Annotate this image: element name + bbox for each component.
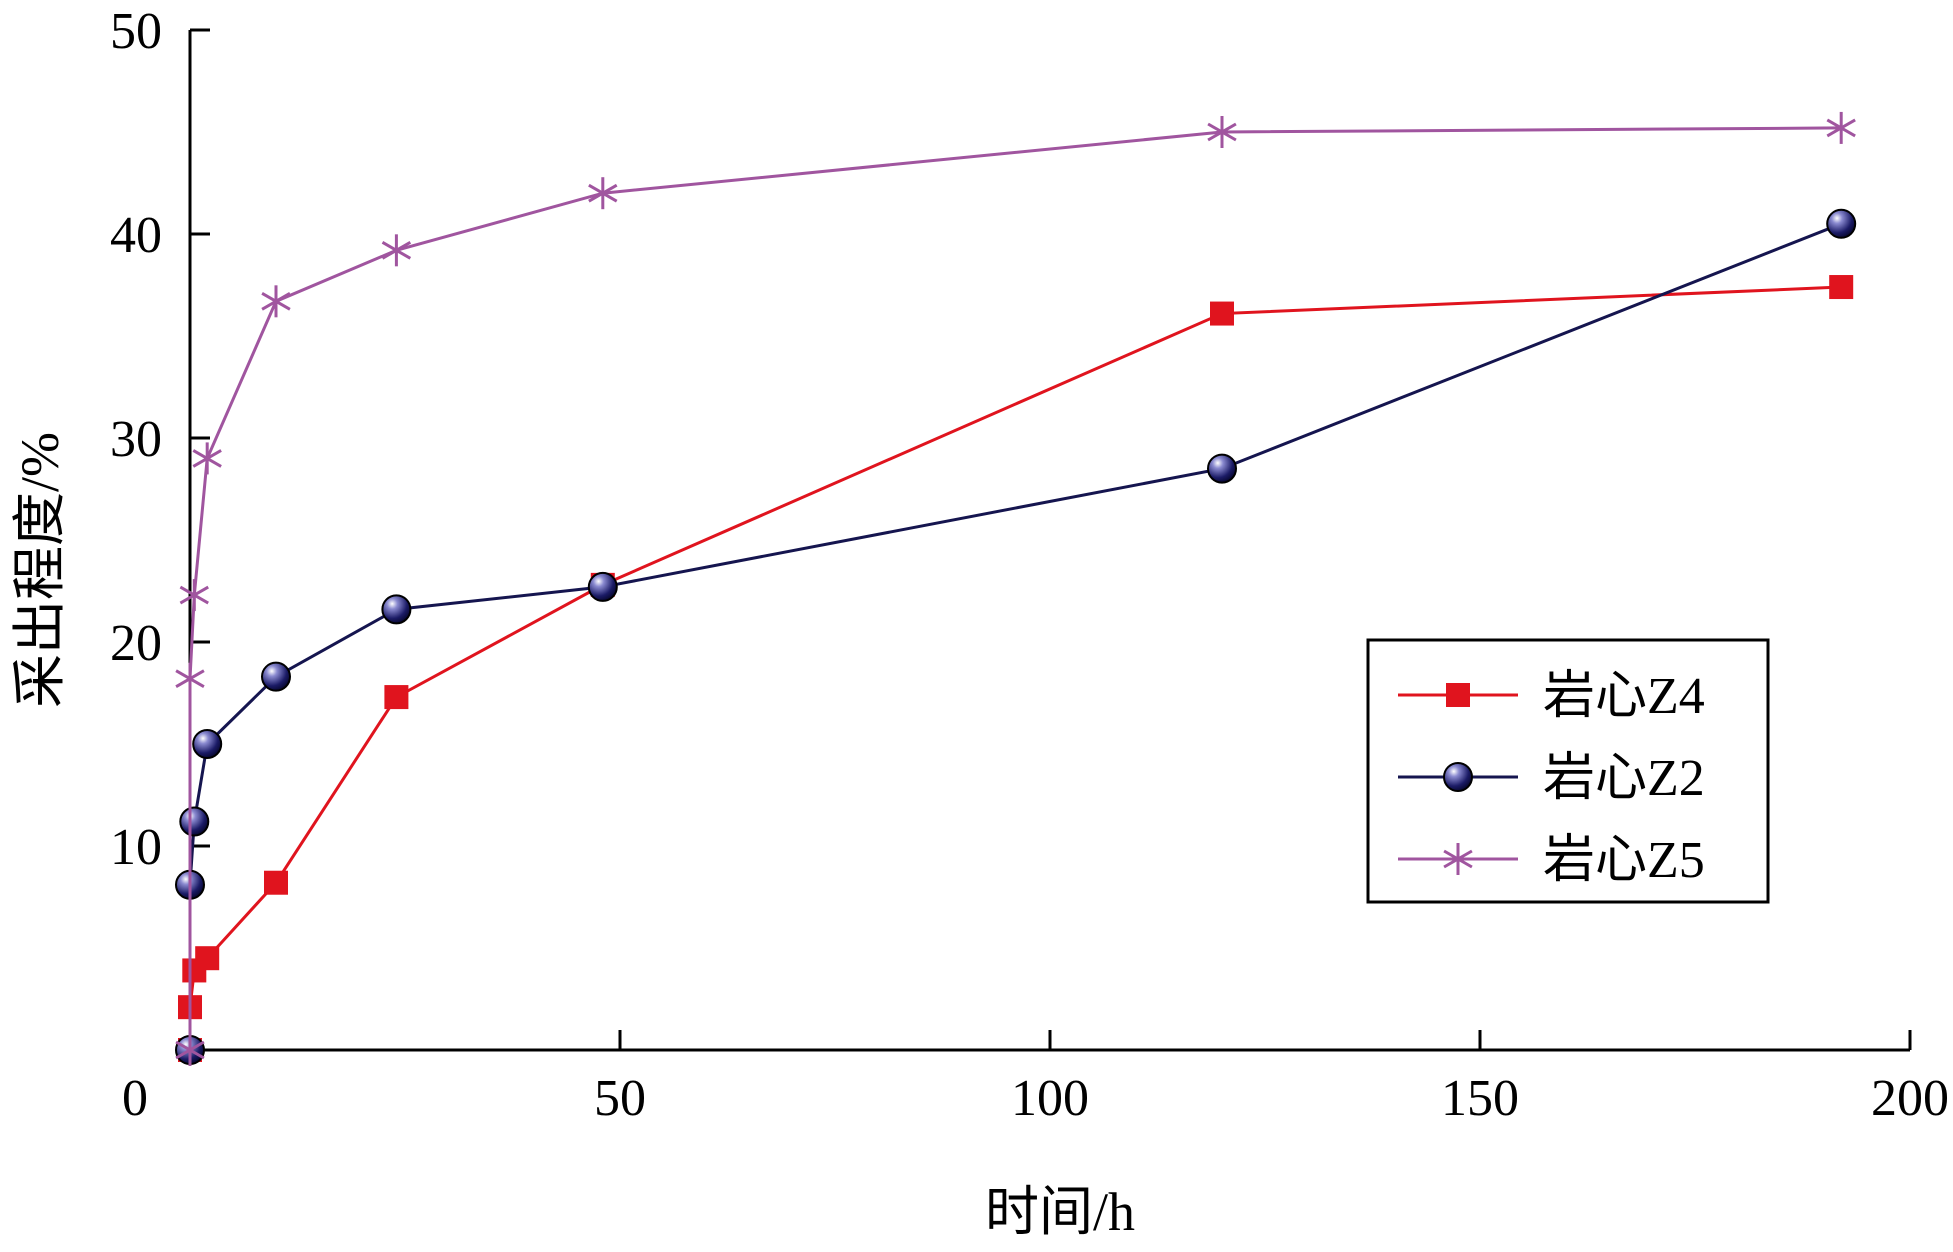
series-3 bbox=[175, 111, 1856, 1066]
x-axis-title: 时间/h bbox=[985, 1182, 1135, 1242]
legend-label: 岩心Z4 bbox=[1543, 668, 1705, 725]
series-line bbox=[188, 126, 1842, 1050]
data-point bbox=[261, 285, 291, 318]
data-point bbox=[175, 662, 205, 695]
series-line bbox=[188, 222, 1842, 1050]
data-point bbox=[1829, 275, 1854, 300]
data-point bbox=[1207, 453, 1237, 484]
x-tick-label: 200 bbox=[1871, 1070, 1949, 1127]
y-tick-label: 30 bbox=[110, 411, 162, 468]
legend-item-2: 岩心Z2 bbox=[1398, 750, 1705, 807]
data-point bbox=[588, 177, 618, 210]
x-tick-label: 150 bbox=[1441, 1070, 1519, 1127]
y-axis-title: 采出程度/% bbox=[10, 432, 70, 708]
data-point bbox=[264, 870, 288, 895]
data-point bbox=[587, 571, 618, 602]
data-point bbox=[1207, 116, 1237, 148]
x-tick-label: 0 bbox=[122, 1070, 148, 1127]
x-tick-label: 50 bbox=[594, 1070, 646, 1127]
legend-item-3: 岩心Z5 bbox=[1398, 832, 1705, 889]
data-point bbox=[1210, 301, 1234, 326]
legend-label: 岩心Z5 bbox=[1543, 832, 1705, 889]
legend-marker bbox=[1443, 762, 1473, 792]
data-point bbox=[381, 594, 412, 625]
legend-marker bbox=[1446, 683, 1470, 707]
data-point bbox=[179, 806, 210, 837]
legend-item-1: 岩心Z4 bbox=[1398, 668, 1705, 725]
data-point bbox=[384, 685, 409, 710]
data-point bbox=[192, 442, 222, 475]
y-tick-label: 20 bbox=[110, 615, 162, 672]
y-tick-label: 40 bbox=[110, 207, 162, 264]
data-point bbox=[175, 1034, 205, 1066]
legend-marker bbox=[1443, 843, 1473, 875]
data-point bbox=[381, 234, 412, 267]
legend-label: 岩心Z2 bbox=[1543, 750, 1705, 807]
x-tick-label: 100 bbox=[1011, 1070, 1089, 1127]
y-tick-label: 50 bbox=[110, 3, 162, 60]
series-2 bbox=[175, 208, 1857, 1065]
data-point bbox=[179, 579, 209, 612]
data-point bbox=[195, 946, 220, 971]
data-point bbox=[1826, 208, 1857, 239]
data-point bbox=[192, 729, 223, 759]
data-point bbox=[261, 661, 291, 692]
y-tick-label: 10 bbox=[110, 819, 162, 876]
data-point bbox=[1826, 111, 1856, 144]
